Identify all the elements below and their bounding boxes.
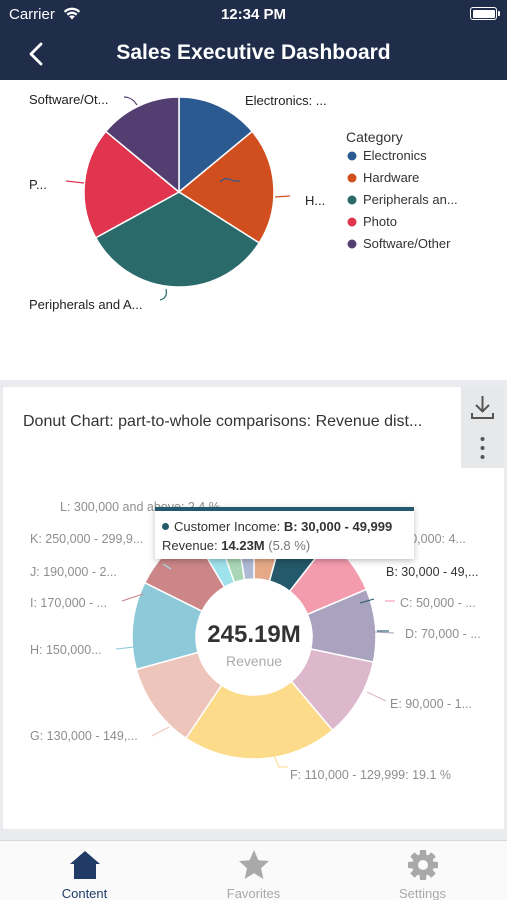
donut-label-c: C: 50,000 - ... (400, 596, 476, 610)
pie-label-software: Software/Ot... (29, 92, 108, 107)
pie-slice-electronics[interactable] (178, 96, 254, 194)
pie-label-electronics: Electronics: ... (245, 93, 327, 108)
pie-slice-photo[interactable] (83, 130, 181, 239)
page-title: Sales Executive Dashboard (116, 41, 391, 64)
chart-toolbar (461, 387, 504, 468)
gear-icon (408, 850, 438, 880)
leader-line-peripherals (159, 288, 167, 301)
download-button[interactable] (461, 387, 504, 427)
leader-line-software (123, 96, 138, 106)
legend-swatch-5 (347, 239, 357, 249)
leader-line-i (121, 593, 144, 602)
wifi-icon (63, 7, 81, 20)
leader-line-photo (65, 180, 85, 184)
tooltip-measure-label: Revenue: (162, 538, 222, 553)
donut-label-b: B: 30,000 - 49,... (386, 565, 478, 579)
tab-favorites[interactable]: Favorites (169, 841, 338, 900)
tab-settings[interactable]: Settings (338, 841, 507, 900)
tab-content-label: Content (61, 886, 108, 900)
donut-chart-card: Donut Chart: part-to-whole comparisons: … (3, 387, 504, 829)
tab-content[interactable]: Content (0, 841, 169, 900)
legend-item-5[interactable]: Software/Other (363, 236, 451, 251)
donut-center-value: 245.19M (207, 621, 300, 648)
pie-slice-software-other[interactable] (104, 96, 180, 194)
leader-line-j (162, 563, 172, 570)
leader-line-electronics (219, 178, 240, 183)
tooltip-field-value: B: 30,000 - 49,999 (283, 519, 393, 534)
leader-line-hardware (274, 195, 291, 198)
tab-favorites-label: Favorites (226, 886, 281, 900)
leader-line-e (366, 691, 387, 702)
pie-chart-card: Electronics: ... H... Peripherals and A.… (0, 80, 507, 380)
more-vertical-icon (480, 437, 485, 459)
legend-item-3[interactable]: Peripherals an... (363, 192, 458, 207)
battery-icon (470, 7, 500, 20)
tooltip-row-measure: Revenue: 14.23M (5.8 %) (162, 538, 310, 553)
leader-line-h (115, 646, 135, 650)
donut-label-d: D: 70,000 - ... (405, 627, 481, 641)
download-icon (471, 396, 494, 419)
donut-center-label: Revenue (226, 653, 282, 669)
legend-swatch-4 (347, 217, 357, 227)
leader-line-d (374, 631, 395, 634)
clock: 12:34 PM (220, 6, 287, 23)
nav-bar: Sales Executive Dashboard (0, 28, 507, 80)
tab-settings-label: Settings (399, 886, 446, 900)
status-bar: Carrier 12:34 PM (0, 0, 507, 28)
donut-label-f: F: 110,000 - 129,999: 19.1 % (290, 768, 451, 782)
legend-title: Category (346, 129, 403, 145)
leader-line-g (151, 726, 170, 737)
donut-label-h: H: 150,000... (30, 643, 102, 657)
donut-tooltip: Customer Income: B: 30,000 - 49,999 Reve… (155, 507, 414, 559)
tooltip-row-field: Customer Income: B: 30,000 - 49,999 (162, 519, 392, 534)
legend-item-2[interactable]: Hardware (363, 170, 419, 185)
legend-swatch-2 (347, 173, 357, 183)
home-icon (70, 851, 100, 879)
donut-label-e: E: 90,000 - 1... (390, 697, 472, 711)
tooltip-measure-value: 14.23M (221, 538, 265, 553)
legend-item-4[interactable]: Photo (363, 214, 397, 229)
pie-slice-hardware[interactable] (177, 130, 275, 244)
tab-bar: Content Favorites Settings (0, 840, 507, 900)
legend-item-1[interactable]: Electronics (363, 148, 427, 163)
donut-label-k: K: 250,000 - 299,9... (30, 532, 143, 546)
more-options-button[interactable] (461, 428, 504, 468)
leader-line-a (359, 598, 375, 604)
leader-line-f (272, 752, 288, 768)
donut-slice-f[interactable] (184, 680, 334, 760)
pie-label-peripherals: Peripherals and A... (29, 297, 142, 312)
category-pie-chart: Electronics: ... H... Peripherals and A.… (29, 92, 458, 312)
pie-label-hardware: H... (305, 193, 325, 208)
legend-swatch-1 (347, 151, 357, 161)
back-button[interactable] (22, 40, 50, 68)
tooltip-field-label: Customer Income: (174, 519, 284, 534)
star-icon (239, 850, 269, 879)
tooltip-swatch (162, 523, 169, 530)
tooltip-measure-pct: (5.8 %) (268, 538, 311, 553)
donut-label-i: I: 170,000 - ... (30, 596, 107, 610)
carrier-label: Carrier (9, 6, 55, 23)
pie-label-photo: P... (29, 177, 47, 192)
donut-chart-title: Donut Chart: part-to-whole comparisons: … (23, 413, 423, 430)
legend-swatch-3 (347, 195, 357, 205)
donut-label-g: G: 130,000 - 149,... (30, 729, 138, 743)
donut-label-j: J: 190,000 - 2... (30, 565, 117, 579)
